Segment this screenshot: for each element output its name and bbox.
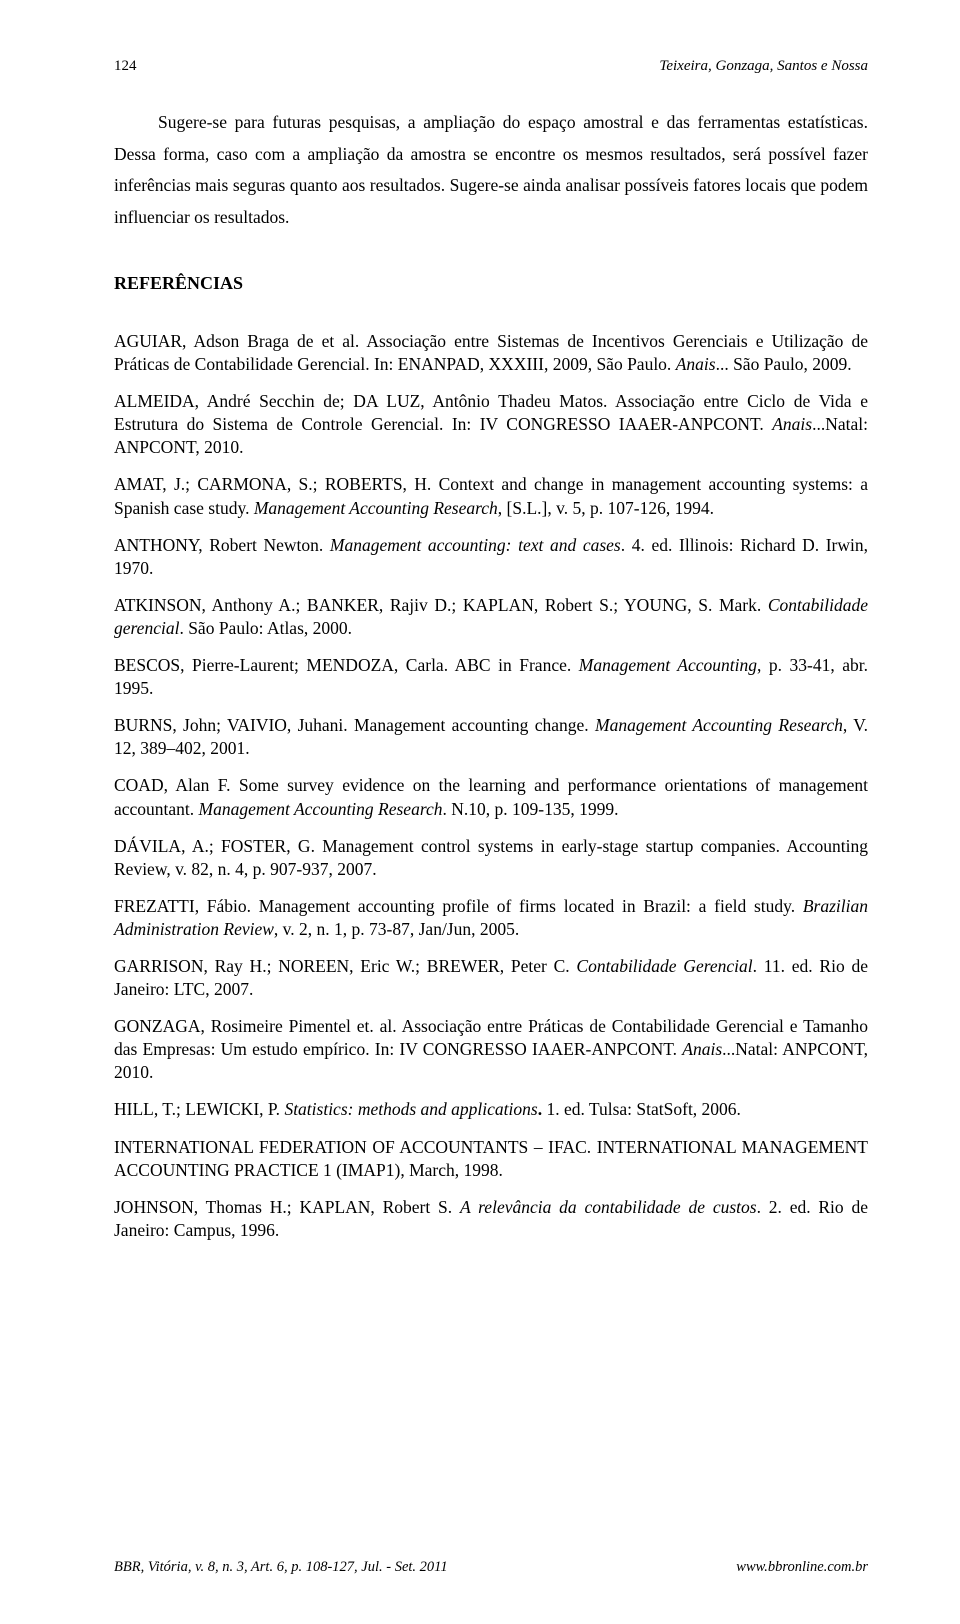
ref-italic: Management Accounting Research [595, 715, 843, 735]
ref-text: BURNS, John; VAIVIO, Juhani. Management … [114, 715, 595, 735]
ref-italic: Anais [682, 1039, 722, 1059]
ref-text: ALMEIDA, André Secchin de; DA LUZ, Antôn… [114, 391, 868, 434]
reference-item: AMAT, J.; CARMONA, S.; ROBERTS, H. Conte… [114, 473, 868, 519]
ref-text: . São Paulo: Atlas, 2000. [179, 618, 352, 638]
page-number: 124 [114, 58, 137, 75]
ref-text: ... São Paulo, 2009. [716, 354, 852, 374]
footer-right: www.bbronline.com.br [736, 1559, 868, 1576]
ref-text: , v. 2, n. 1, p. 73-87, Jan/Jun, 2005. [274, 919, 519, 939]
ref-text: . N.10, p. 109-135, 1999. [443, 799, 619, 819]
ref-italic: Management Accounting Research [199, 799, 443, 819]
reference-item: GARRISON, Ray H.; NOREEN, Eric W.; BREWE… [114, 955, 868, 1001]
running-title: Teixeira, Gonzaga, Santos e Nossa [659, 58, 868, 75]
reference-item: DÁVILA, A.; FOSTER, G. Management contro… [114, 835, 868, 881]
ref-text: HILL, T.; LEWICKI, P. [114, 1099, 284, 1119]
ref-text: , [S.L.], v. 5, p. 107-126, 1994. [498, 498, 714, 518]
ref-text: 1. ed. Tulsa: StatSoft, 2006. [542, 1099, 741, 1119]
reference-item: HILL, T.; LEWICKI, P. Statistics: method… [114, 1098, 868, 1121]
reference-item: ATKINSON, Anthony A.; BANKER, Rajiv D.; … [114, 594, 868, 640]
ref-text: ANTHONY, Robert Newton. [114, 535, 330, 555]
ref-italic: Management accounting: text and cases [330, 535, 621, 555]
ref-text: BESCOS, Pierre-Laurent; MENDOZA, Carla. … [114, 655, 579, 675]
reference-item: ALMEIDA, André Secchin de; DA LUZ, Antôn… [114, 390, 868, 459]
reference-item: GONZAGA, Rosimeire Pimentel et. al. Asso… [114, 1015, 868, 1084]
references-heading: REFERÊNCIAS [114, 273, 868, 294]
page-footer: BBR, Vitória, v. 8, n. 3, Art. 6, p. 108… [114, 1559, 868, 1576]
ref-italic: Anais [772, 414, 812, 434]
reference-item: AGUIAR, Adson Braga de et al. Associação… [114, 330, 868, 376]
ref-text: ATKINSON, Anthony A.; BANKER, Rajiv D.; … [114, 595, 768, 615]
reference-item: ANTHONY, Robert Newton. Management accou… [114, 534, 868, 580]
ref-text: GARRISON, Ray H.; NOREEN, Eric W.; BREWE… [114, 956, 576, 976]
body-paragraph: Sugere-se para futuras pesquisas, a ampl… [114, 107, 868, 233]
ref-italic: Management Accounting [579, 655, 757, 675]
reference-item: BESCOS, Pierre-Laurent; MENDOZA, Carla. … [114, 654, 868, 700]
ref-italic: Anais [676, 354, 716, 374]
page-header: 124 Teixeira, Gonzaga, Santos e Nossa [114, 58, 868, 75]
reference-item: FREZATTI, Fábio. Management accounting p… [114, 895, 868, 941]
footer-left: BBR, Vitória, v. 8, n. 3, Art. 6, p. 108… [114, 1559, 448, 1576]
reference-item: COAD, Alan F. Some survey evidence on th… [114, 774, 868, 820]
ref-italic: A relevância da contabilidade de custos [460, 1197, 757, 1217]
ref-text: JOHNSON, Thomas H.; KAPLAN, Robert S. [114, 1197, 460, 1217]
ref-italic: Management Accounting Research [254, 498, 498, 518]
ref-italic: Statistics: methods and applications [284, 1099, 537, 1119]
reference-item: JOHNSON, Thomas H.; KAPLAN, Robert S. A … [114, 1196, 868, 1242]
reference-item: INTERNATIONAL FEDERATION OF ACCOUNTANTS … [114, 1136, 868, 1182]
reference-item: BURNS, John; VAIVIO, Juhani. Management … [114, 714, 868, 760]
ref-text: DÁVILA, A.; FOSTER, G. Management contro… [114, 836, 868, 879]
ref-text: INTERNATIONAL FEDERATION OF ACCOUNTANTS … [114, 1137, 868, 1180]
ref-italic: Contabilidade Gerencial [576, 956, 752, 976]
ref-text: FREZATTI, Fábio. Management accounting p… [114, 896, 803, 916]
